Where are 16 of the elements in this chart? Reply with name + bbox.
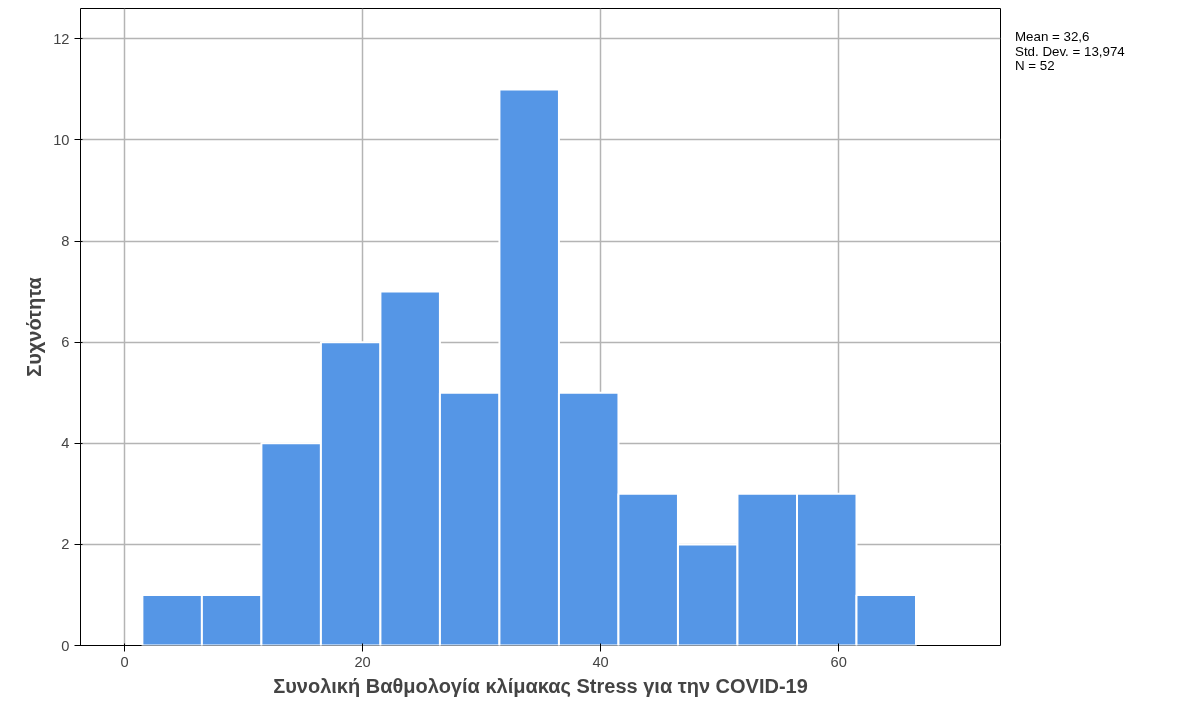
x-tick-label: 20 xyxy=(354,653,371,670)
y-tick-label: 0 xyxy=(61,637,70,654)
x-axis-title: Συνολική Βαθμολογία κλίμακας Stress για την COVID-19 xyxy=(273,674,808,697)
y-tick-label: 6 xyxy=(61,334,70,351)
y-tick-label: 4 xyxy=(61,435,70,452)
x-tick-label: 0 xyxy=(120,653,129,670)
x-tick-label: 60 xyxy=(830,653,847,670)
text: Std. Dev. = 13,974 xyxy=(1015,43,1125,59)
y-tick-label: 10 xyxy=(53,131,70,148)
y-axis-title: Συχνότητα xyxy=(23,276,46,377)
y-tick-label: 2 xyxy=(61,536,70,553)
text: Mean = 32,6 xyxy=(1015,29,1090,44)
y-tick-label: 8 xyxy=(61,233,70,250)
x-tick-label: 40 xyxy=(592,653,609,670)
y-tick-label: 12 xyxy=(53,30,70,47)
text: N = 52 xyxy=(1015,58,1055,74)
